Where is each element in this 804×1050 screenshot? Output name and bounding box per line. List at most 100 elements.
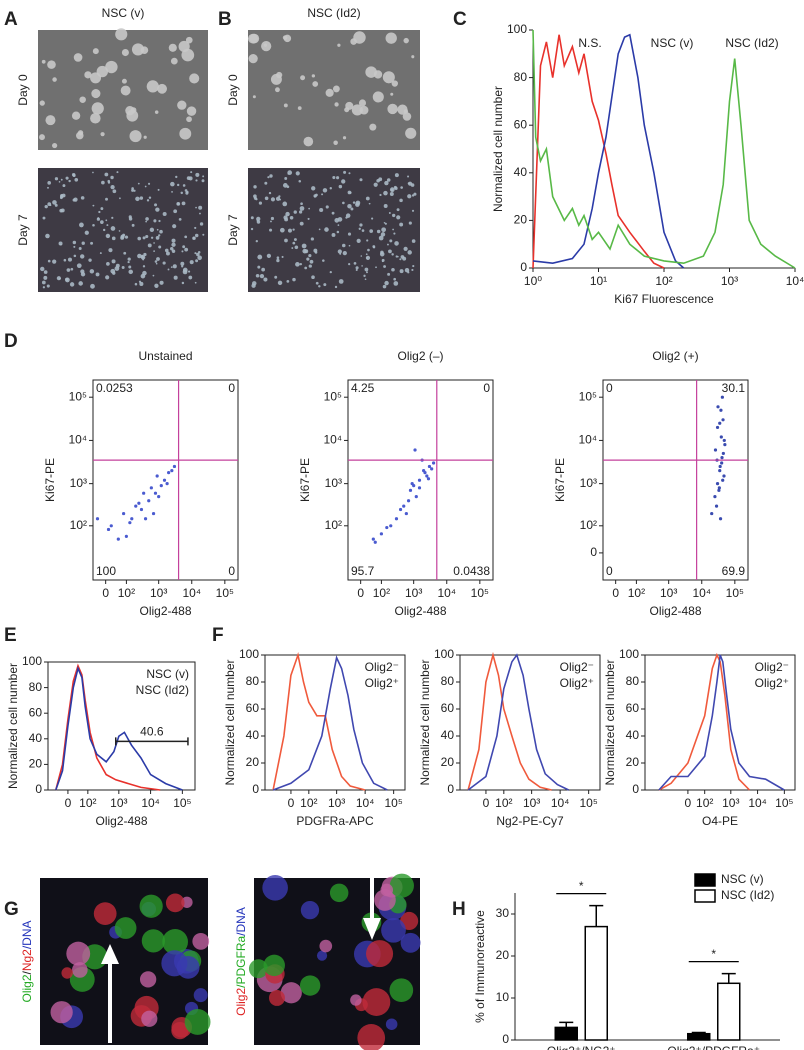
y-tick-label: 20 — [496, 948, 510, 962]
photo-blob — [363, 274, 366, 277]
photo-blob — [298, 179, 302, 183]
x-tick-label: 10³ — [110, 796, 127, 810]
photo-blob — [186, 106, 197, 116]
photo-blob — [379, 193, 382, 197]
photo-blob — [182, 245, 186, 249]
photo-blob — [124, 235, 129, 239]
photo-blob — [316, 950, 328, 961]
scatter-point — [151, 511, 156, 516]
y-tick-label: 60 — [514, 117, 528, 131]
photo-blob — [176, 202, 181, 206]
scatter-point — [431, 461, 436, 465]
photo-blob — [80, 196, 85, 200]
photo-blob — [329, 271, 332, 274]
photo-blob — [357, 1024, 386, 1050]
scatter-point — [722, 474, 726, 478]
photo-blob — [52, 259, 57, 264]
photo-blob — [159, 280, 164, 285]
scatter-point — [155, 474, 159, 478]
photo-blob — [108, 248, 113, 253]
photo-blob — [104, 172, 109, 177]
x-axis-label: Olig2-488 — [139, 604, 191, 618]
photo-blob — [322, 188, 328, 193]
bar — [687, 1032, 711, 1041]
photo-blob — [65, 277, 70, 283]
photo-blob — [71, 111, 81, 120]
photo-blob — [345, 101, 354, 110]
arrow-head — [363, 918, 381, 940]
photo-blob — [255, 197, 258, 201]
caption-part: Olig2 — [234, 988, 248, 1016]
photo-blob — [275, 87, 280, 93]
scatter-point — [417, 478, 422, 482]
photo-blob — [289, 216, 294, 220]
photo-blob — [375, 266, 377, 269]
photo-blob — [342, 136, 347, 140]
photo-blob — [283, 34, 292, 43]
scatter-point — [143, 517, 148, 521]
scatter-point — [106, 527, 111, 532]
photo-blob — [299, 206, 305, 211]
photo-blob — [337, 217, 343, 222]
photo-blob — [131, 43, 145, 56]
y-tick-label: 100 — [507, 22, 527, 36]
y-tick-label: 20 — [514, 213, 528, 227]
y-tick-label: 20 — [441, 755, 455, 769]
y-tick-label: 40 — [514, 165, 528, 179]
photo-blob — [282, 183, 288, 188]
photo-blob — [39, 100, 45, 106]
photo-blob — [155, 262, 158, 265]
photo-blob — [388, 249, 392, 254]
photo-blob — [313, 248, 318, 253]
photo-blob — [336, 230, 340, 234]
photo-blob — [400, 186, 403, 189]
photo-blob — [152, 274, 155, 277]
photo-blob — [195, 259, 199, 263]
y-tick-label: 0 — [35, 782, 42, 796]
photo-blob — [307, 217, 310, 220]
photo-blob — [404, 267, 410, 273]
photo-blob — [364, 278, 367, 281]
photo-blob — [141, 929, 166, 953]
photo-blob — [333, 140, 338, 145]
photo-blob — [387, 272, 391, 276]
bar — [584, 925, 608, 1041]
photo-blob — [270, 197, 276, 202]
photo-blob — [365, 196, 370, 201]
photo-blob — [361, 229, 365, 232]
scatter-point — [122, 511, 126, 516]
photo-blob — [388, 212, 391, 214]
photo-blob — [347, 232, 352, 236]
photo-blob — [177, 100, 187, 110]
plot-frame — [459, 654, 601, 791]
photo-blob — [337, 43, 341, 47]
scatter-point — [130, 517, 134, 521]
photo-blob — [162, 212, 167, 217]
photo-blob — [311, 74, 316, 78]
scatter-point — [147, 499, 151, 503]
photo-blob — [372, 245, 376, 248]
photo-blob — [179, 127, 192, 140]
y-tick-label: 20 — [626, 755, 640, 769]
photo-blob — [141, 1010, 158, 1027]
photo-blob — [102, 228, 106, 232]
photo-blob — [366, 940, 394, 968]
bar — [554, 1026, 578, 1041]
scatter-point — [172, 464, 177, 469]
x-tick-label: 10² — [696, 796, 713, 810]
photo-blob — [355, 200, 361, 206]
photo-blob — [145, 220, 147, 223]
photo-blob — [188, 275, 193, 280]
photo-blob — [192, 932, 210, 950]
photo-blob — [121, 78, 127, 84]
photo-blob — [175, 175, 178, 179]
photo-blob — [385, 1018, 398, 1030]
photo-blob — [407, 250, 412, 255]
photo-blob — [299, 262, 303, 266]
photo-blob — [197, 250, 201, 254]
photo-blob — [110, 175, 114, 180]
y-tick-label: 10 — [496, 990, 510, 1004]
photo-blob — [253, 194, 257, 199]
quadrant-label: 95.7 — [351, 564, 375, 578]
photo-blob — [158, 234, 161, 237]
